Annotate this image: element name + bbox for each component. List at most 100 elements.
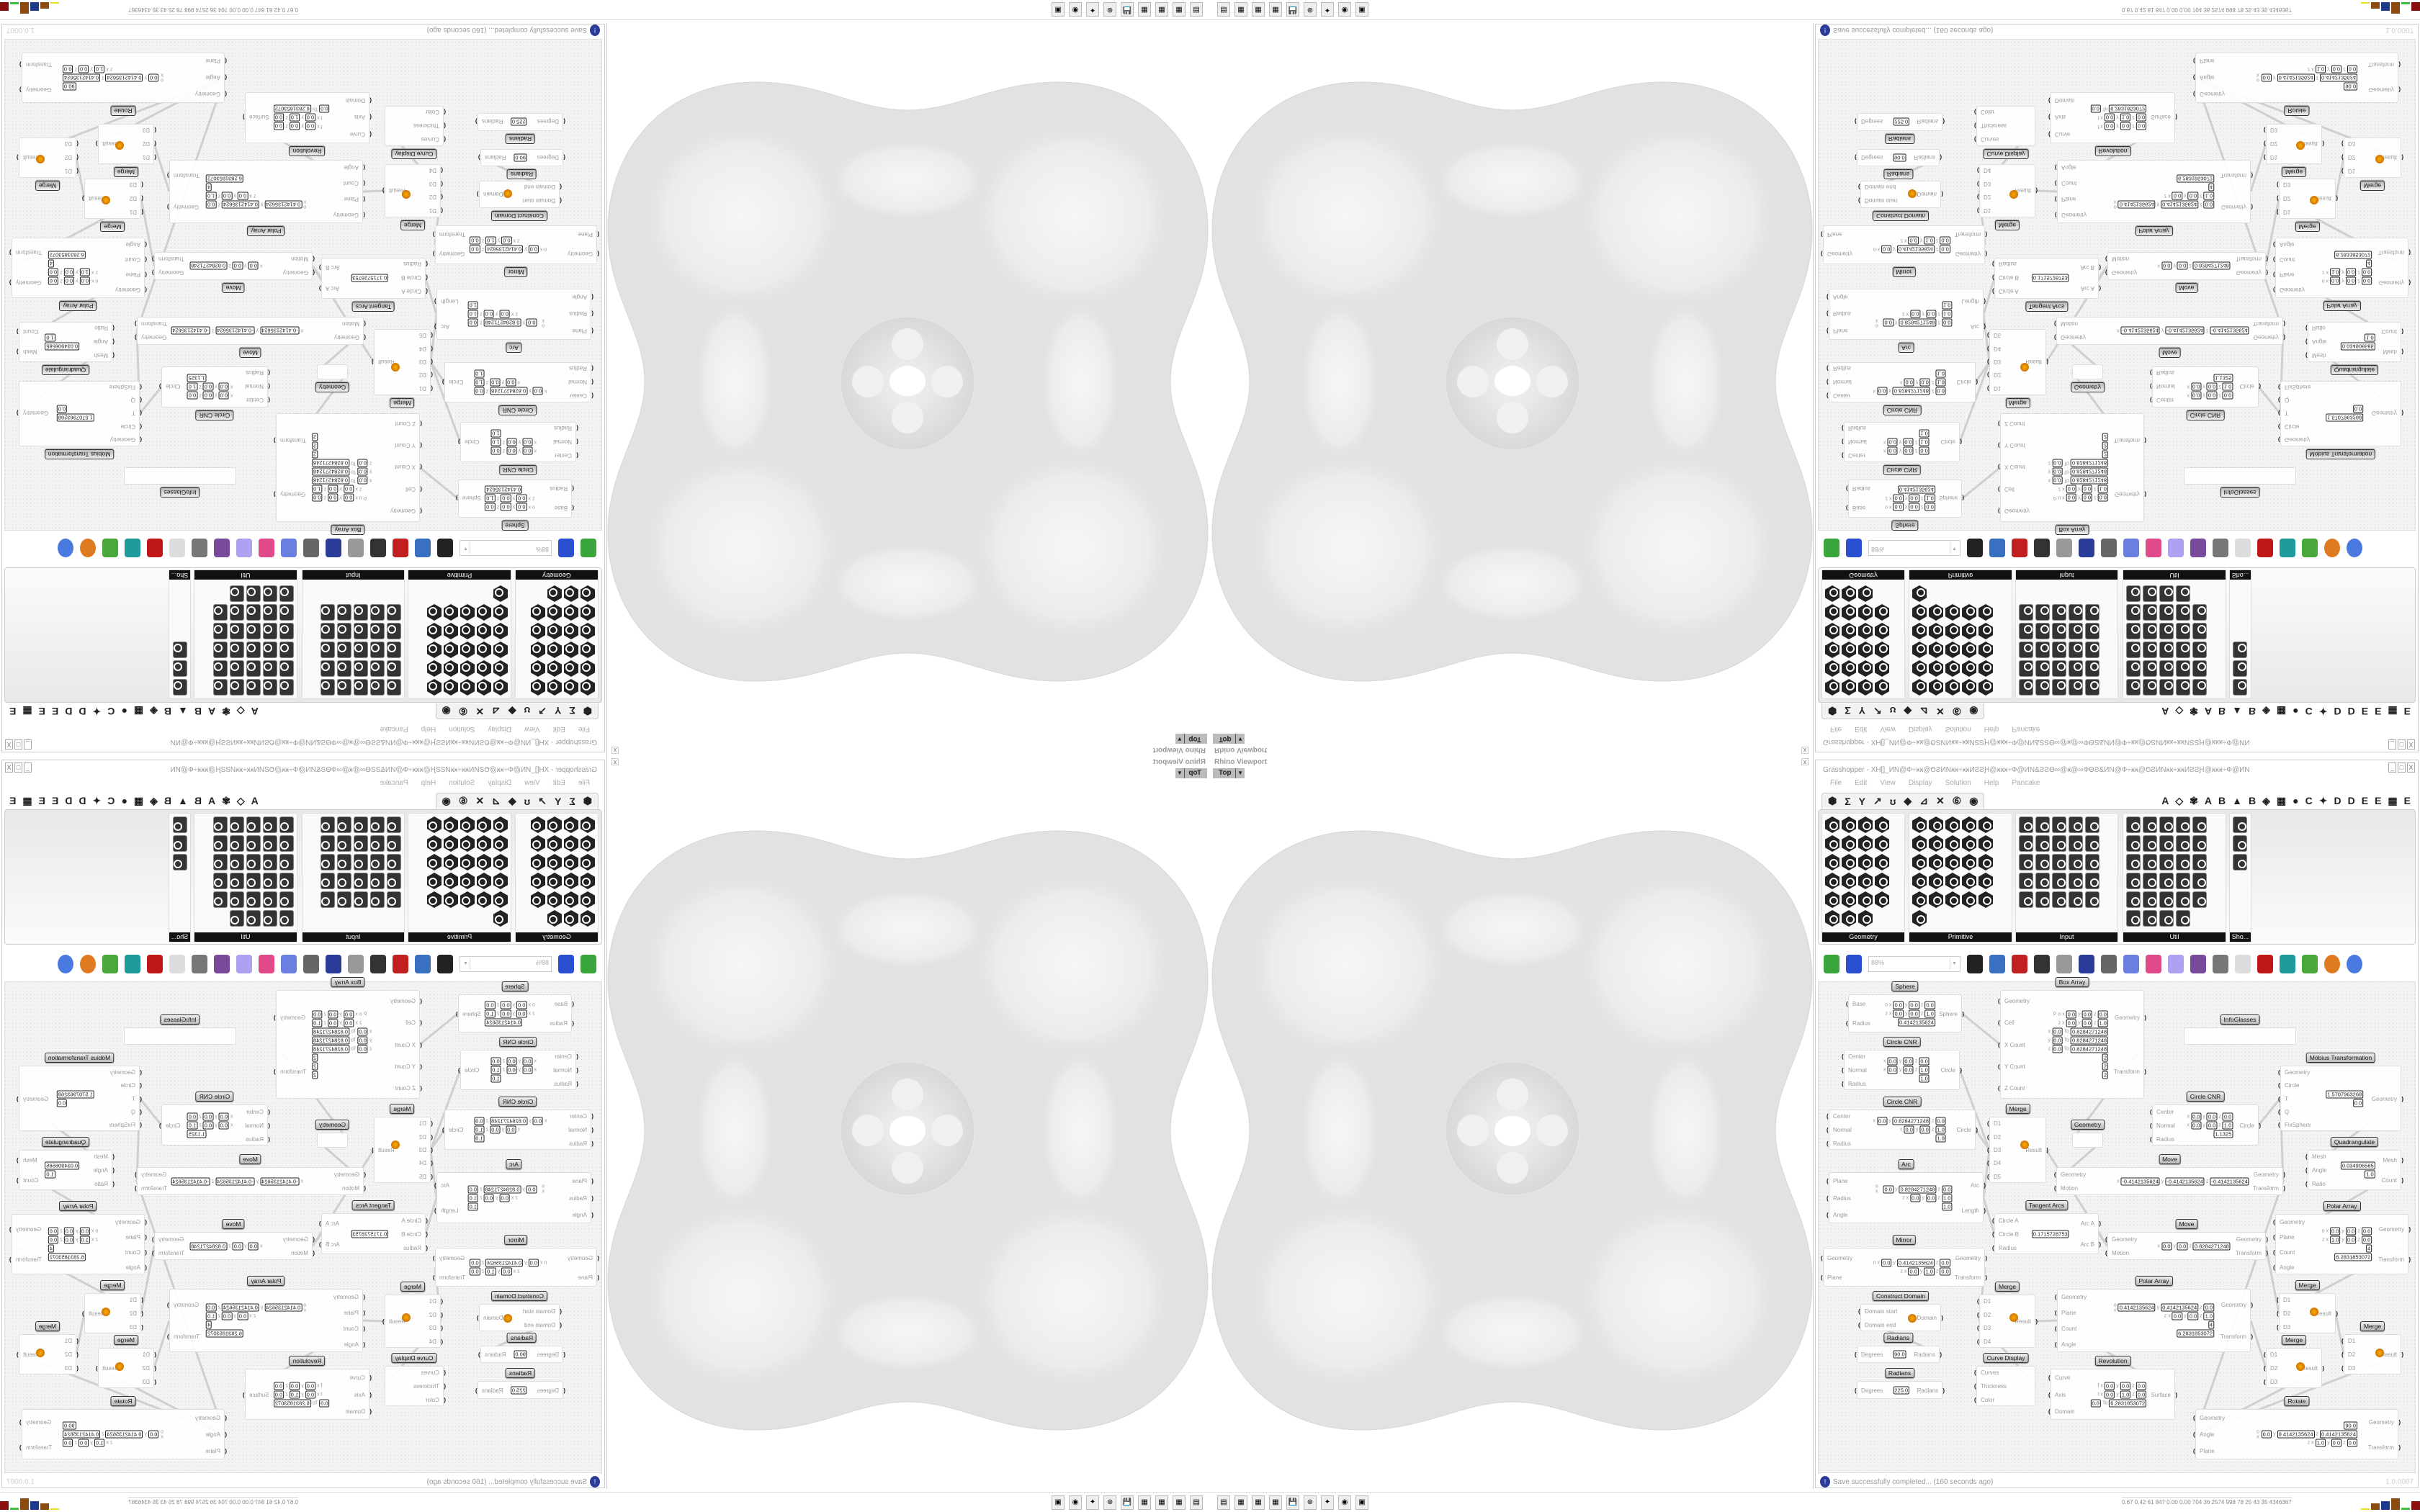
taskbar-app-icon[interactable]: ▣ bbox=[1052, 1495, 1065, 1510]
input-param[interactable]: Plane bbox=[1827, 232, 1842, 238]
zoom-extents-icon[interactable] bbox=[1967, 955, 1983, 973]
value-field[interactable]: 6.2831853072 bbox=[48, 251, 86, 259]
value-field[interactable]: 0.0 bbox=[2206, 1121, 2218, 1129]
input-param[interactable]: D3 bbox=[65, 140, 72, 147]
component-icon[interactable] bbox=[1929, 835, 1943, 852]
tab-icon[interactable]: ◉ bbox=[1969, 795, 1978, 806]
tab-icon[interactable]: ✕ bbox=[1935, 795, 1945, 806]
component-icon[interactable] bbox=[2192, 873, 2207, 889]
value-field[interactable]: 0.8284271248 bbox=[312, 1036, 349, 1044]
output-param[interactable]: Geometry bbox=[23, 410, 48, 417]
tab-icon[interactable]: A bbox=[2161, 794, 2169, 806]
taskbar-app-icon[interactable]: ▦ bbox=[1138, 1495, 1151, 1510]
node-title-merge[interactable]: Merge bbox=[390, 1104, 415, 1114]
value-field[interactable]: 0.0 bbox=[202, 392, 214, 400]
value-field[interactable]: 1.0 bbox=[2365, 1170, 2375, 1179]
value-field[interactable]: 0.8284271248 bbox=[2071, 468, 2108, 476]
component-icon[interactable] bbox=[1825, 854, 1839, 870]
value-field[interactable]: 0.8284271248 bbox=[483, 319, 521, 327]
output-param[interactable]: Geometry bbox=[174, 204, 199, 210]
node-title-circle-cnr[interactable]: Circle CNR bbox=[1883, 1037, 1921, 1047]
value-field[interactable]: -0.4142135624 bbox=[2120, 1177, 2160, 1185]
value-field[interactable]: 4 bbox=[2366, 1244, 2372, 1253]
input-param[interactable]: Geometry bbox=[2061, 334, 2086, 341]
input-param[interactable]: Geometry bbox=[1827, 251, 1852, 258]
input-param[interactable]: D2 bbox=[419, 372, 426, 378]
output-param[interactable]: Transform bbox=[2236, 256, 2262, 262]
input-param[interactable]: Angle bbox=[2055, 1341, 2076, 1348]
output-param[interactable]: Length bbox=[1962, 298, 1979, 305]
input-param[interactable]: D3 bbox=[419, 359, 426, 365]
value-field[interactable]: 0.8284271248 bbox=[312, 1045, 349, 1053]
input-param[interactable]: Center bbox=[555, 452, 572, 459]
input-param[interactable]: Degrees bbox=[537, 1387, 559, 1394]
input-param[interactable]: Geometry bbox=[195, 91, 220, 97]
value-field[interactable]: 90.0 bbox=[1893, 153, 1906, 162]
input-param[interactable]: Normal bbox=[568, 1127, 587, 1133]
component-icon[interactable] bbox=[1945, 854, 1960, 870]
output-param[interactable]: Transform bbox=[1955, 232, 1981, 238]
value-field[interactable]: 6.2831853072 bbox=[205, 174, 243, 183]
value-field[interactable]: 1.1325 bbox=[187, 1130, 207, 1138]
input-param[interactable]: Center bbox=[2156, 397, 2174, 404]
input-param[interactable]: D2 bbox=[1977, 1312, 1991, 1318]
value-field[interactable]: 90.0 bbox=[2344, 1421, 2357, 1430]
input-param[interactable]: Radius bbox=[1848, 425, 1866, 431]
value-field[interactable]: 0.1715728753 bbox=[2031, 1230, 2069, 1238]
input-param[interactable]: Q bbox=[131, 397, 135, 403]
output-param[interactable]: Geometry bbox=[2115, 1014, 2146, 1021]
output-param[interactable]: Result bbox=[2015, 1318, 2037, 1325]
tab-icon[interactable]: D bbox=[2347, 794, 2355, 806]
component-icon[interactable] bbox=[1978, 873, 1993, 889]
input-param[interactable]: Plane bbox=[126, 272, 140, 279]
component-icon[interactable] bbox=[2126, 910, 2141, 927]
output-param[interactable]: Geometry bbox=[26, 87, 51, 94]
component-icon[interactable] bbox=[2035, 873, 2050, 889]
value-field[interactable]: 0.0 bbox=[1910, 310, 1921, 318]
value-field[interactable]: 0.0 bbox=[1935, 1117, 1946, 1125]
input-param[interactable]: Center bbox=[1833, 392, 1850, 399]
input-param[interactable]: Y Count bbox=[395, 442, 416, 449]
input-param[interactable]: Count bbox=[2055, 1326, 2077, 1332]
input-param[interactable]: Angle bbox=[2273, 1264, 2295, 1271]
node-radians[interactable]: DegreesRadians90.0 bbox=[480, 149, 563, 166]
rhino-viewport[interactable]: Rhino Viewport Top ▼ x bbox=[606, 756, 1210, 1489]
value-field[interactable]: 0.0 bbox=[2361, 1227, 2372, 1236]
value-field[interactable]: 0.0 bbox=[2136, 114, 2147, 122]
value-field[interactable]: 0.0 bbox=[483, 1194, 494, 1202]
component-icon[interactable] bbox=[2035, 816, 2050, 833]
node-rotate[interactable]: GeometryAnglePlaneGeometryTransform90.0o… bbox=[2193, 1409, 2401, 1459]
node-title-construct-domain[interactable]: Construct Domain bbox=[1872, 211, 1930, 221]
component-icon[interactable] bbox=[2176, 854, 2190, 870]
node-title-geometry[interactable]: Geometry bbox=[315, 1120, 350, 1130]
value-field[interactable]: 0.0 bbox=[1893, 495, 1904, 503]
value-field[interactable]: 90.0 bbox=[2344, 82, 2357, 91]
value-field[interactable]: 0.0 bbox=[501, 503, 511, 511]
input-param[interactable]: Base bbox=[1846, 1001, 1865, 1007]
input-param[interactable]: D2 bbox=[143, 140, 150, 147]
input-param[interactable]: Angle bbox=[94, 1167, 108, 1174]
node-infoglasses[interactable] bbox=[2184, 467, 2296, 485]
input-param[interactable]: D2 bbox=[2283, 195, 2290, 202]
value-field[interactable]: 0.8284271248 bbox=[189, 1242, 228, 1250]
menu-help[interactable]: Help bbox=[1984, 779, 1999, 787]
input-param[interactable]: Base bbox=[555, 1001, 568, 1007]
value-field[interactable]: 0.0 bbox=[357, 1045, 368, 1053]
node-radians[interactable]: DegreesRadians90.0 bbox=[1855, 1346, 1942, 1363]
input-param[interactable]: Geometry bbox=[1821, 1255, 1852, 1261]
value-field[interactable]: 0.0 bbox=[221, 1312, 233, 1320]
input-param[interactable]: Angle bbox=[126, 242, 140, 248]
node-tangent-arcs[interactable]: Circle ACircle BRadiusArc AArc B0.171572… bbox=[321, 258, 426, 299]
input-param[interactable]: Count bbox=[344, 1326, 359, 1332]
node-title-sphere[interactable]: Sphere bbox=[1891, 981, 1919, 991]
output-param[interactable]: Transform bbox=[439, 232, 465, 238]
value-field[interactable]: 0.0 bbox=[2081, 494, 2093, 502]
value-field[interactable]: 0.0 bbox=[485, 503, 496, 511]
input-param[interactable]: Radius bbox=[554, 425, 572, 431]
value-field[interactable]: 1.0 bbox=[2222, 1121, 2233, 1129]
node-mirror[interactable]: GeometryPlaneGeometryTransformo x0.0y0.4… bbox=[435, 225, 597, 264]
component-icon[interactable] bbox=[2069, 873, 2083, 889]
tab-icon[interactable]: ▦ bbox=[2388, 794, 2398, 806]
